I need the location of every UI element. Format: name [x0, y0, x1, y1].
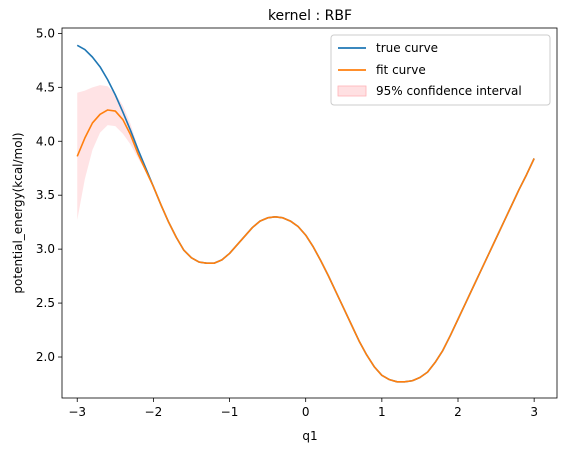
x-tick-label: −2	[145, 405, 163, 419]
x-axis: −3 −2 −1 0 1 2 3	[68, 398, 538, 419]
axes-frame	[61, 27, 558, 399]
fit-curve-line	[76, 109, 535, 383]
x-tick-label: 1	[378, 405, 386, 419]
legend-fit-curve-label: fit curve	[376, 63, 426, 77]
x-axis-label: q1	[302, 429, 317, 443]
x-tick-label: 0	[302, 405, 310, 419]
legend: true curve fit curve 95% confidence inte…	[330, 34, 551, 106]
y-axis: 2.0 2.5 3.0 3.5 4.0 4.5 5.0	[36, 26, 62, 364]
legend-ci-label: 95% confidence interval	[376, 84, 522, 98]
y-tick-label: 4.0	[36, 134, 55, 148]
confidence-band	[77, 85, 154, 221]
y-tick-label: 3.0	[36, 242, 55, 256]
plot-area	[76, 44, 535, 383]
x-tick-label: −3	[68, 405, 86, 419]
y-tick-label: 5.0	[36, 26, 55, 40]
chart-title: kernel : RBF	[268, 8, 352, 24]
legend-true-curve-label: true curve	[376, 41, 438, 55]
x-tick-label: 2	[454, 405, 462, 419]
y-tick-label: 2.0	[36, 350, 55, 364]
y-tick-label: 4.5	[36, 80, 55, 94]
legend-ci-swatch	[337, 85, 367, 97]
legend-box	[330, 34, 551, 106]
y-tick-label: 2.5	[36, 296, 55, 310]
x-tick-label: −1	[221, 405, 239, 419]
y-axis-label: potential_energy(kcal/mol)	[11, 132, 25, 293]
y-tick-label: 3.5	[36, 188, 55, 202]
x-tick-label: 3	[530, 405, 538, 419]
